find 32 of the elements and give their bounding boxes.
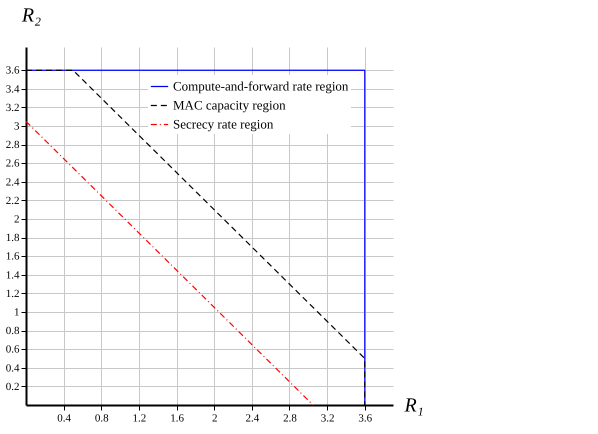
y-tick-label: 3 bbox=[14, 120, 20, 133]
y-tick-label: 3.4 bbox=[6, 83, 20, 96]
x-tick-label: 2.4 bbox=[245, 412, 260, 424]
x-tick-label: 0.4 bbox=[57, 412, 72, 424]
x-tick-label: 3.2 bbox=[320, 412, 335, 424]
y-tick-label: 3.2 bbox=[6, 102, 20, 114]
x-axis-title: R₁ bbox=[404, 394, 424, 416]
legend-label: Compute-and-forward rate region bbox=[173, 78, 349, 94]
y-tick-label: 2.6 bbox=[6, 158, 20, 170]
x-tick-label: 0.8 bbox=[94, 412, 110, 424]
y-tick-label: 3.6 bbox=[6, 64, 20, 77]
x-tick-label: 1.2 bbox=[132, 412, 146, 424]
y-tick-label: 1.8 bbox=[6, 232, 20, 244]
legend-label: Secrecy rate region bbox=[173, 116, 274, 132]
x-tick-label: 1.6 bbox=[170, 412, 184, 424]
y-tick-label: 0.8 bbox=[6, 325, 20, 338]
x-tick-label: 3.6 bbox=[358, 412, 373, 424]
y-tick-label: 2 bbox=[14, 214, 20, 226]
y-axis-title: R₂ bbox=[20, 4, 42, 26]
y-tick-label: 2.2 bbox=[6, 194, 20, 207]
x-tick-label: 2 bbox=[212, 412, 218, 424]
y-tick-label: 1.6 bbox=[6, 250, 20, 263]
legend-label: MAC capacity region bbox=[173, 98, 286, 112]
y-tick-label: 2.4 bbox=[6, 176, 20, 188]
y-tick-label: 0.6 bbox=[6, 344, 20, 356]
y-tick-label: 0.4 bbox=[6, 362, 20, 374]
y-tick-label: 2.8 bbox=[6, 139, 20, 152]
y-tick-label: 0.2 bbox=[6, 380, 20, 393]
y-tick-label: 1 bbox=[14, 306, 20, 319]
x-tick-label: 2.8 bbox=[283, 412, 298, 424]
y-tick-label: 1.4 bbox=[6, 269, 20, 282]
y-tick-label: 1.2 bbox=[6, 288, 20, 300]
